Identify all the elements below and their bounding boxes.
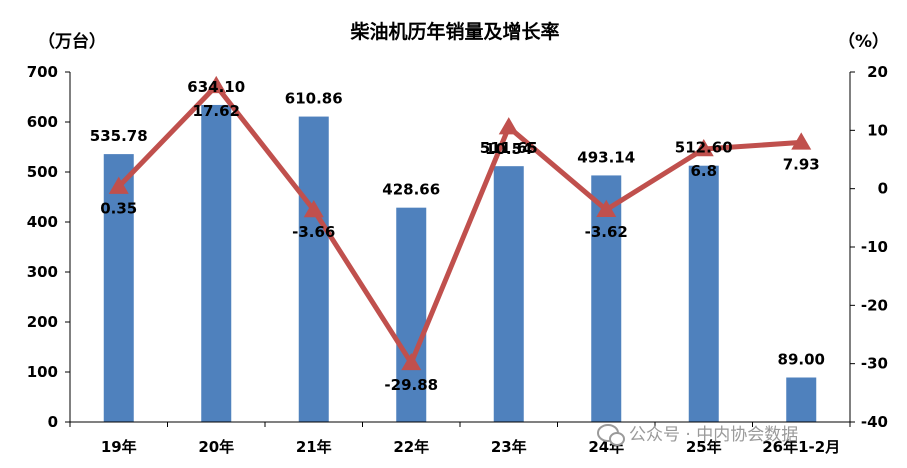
rate-value-label: 0.35 (100, 200, 137, 218)
growth-rate-series (108, 75, 812, 371)
bar (396, 207, 427, 422)
rate-value-label: 17.62 (193, 102, 240, 120)
watermark-text: 公众号 · 中内协会数据 (629, 425, 798, 445)
bar-value-label: 428.66 (382, 181, 440, 199)
left-axis-tick-label: 600 (27, 113, 58, 131)
bar (103, 154, 134, 423)
left-axis-tick-label: 400 (27, 213, 58, 231)
bar-series (103, 104, 817, 423)
bar-data-labels: 535.78 634.10 610.86 428.66 511.65 493.14 512.… (90, 78, 825, 369)
watermark: 公众号 · 中内协会数据 (597, 424, 798, 446)
right-axis-tick-label: 10 (867, 121, 888, 139)
growth-rate-marker (206, 75, 227, 94)
bar (786, 377, 817, 422)
growth-rate-marker (693, 139, 714, 157)
wechat-icon (597, 424, 625, 446)
rate-value-label: -29.88 (384, 376, 438, 394)
left-axis-tick-label: 700 (27, 63, 58, 81)
rate-value-label: 10.54 (485, 140, 532, 158)
growth-rate-marker (498, 117, 519, 135)
left-axis: 0 100 200 300 400 500 600 700 (27, 63, 71, 431)
bar-value-label: 493.14 (577, 148, 635, 166)
x-axis-tick-label: 25年 (686, 438, 722, 456)
bar-value-label: 511.65 (480, 139, 538, 157)
growth-rate-marker (401, 352, 422, 371)
bar-value-label: 89.00 (778, 351, 825, 369)
right-axis-tick-label: 20 (867, 63, 888, 81)
right-axis-tick-label: -10 (861, 238, 888, 256)
x-axis-tick-label: 26年1-2月 (762, 438, 840, 456)
bar (493, 166, 524, 422)
bar (201, 104, 232, 422)
left-axis-tick-label: 500 (27, 163, 58, 181)
bar-value-label: 535.78 (90, 127, 148, 145)
x-axis-tick-label: 19年 (101, 438, 137, 456)
x-axis-tick-label: 21年 (296, 438, 332, 456)
rate-value-label: 7.93 (783, 155, 820, 173)
growth-rate-line (116, 83, 802, 366)
left-axis-unit: （万台） (38, 31, 106, 52)
bar-value-label: 634.10 (187, 78, 245, 96)
x-axis-tick-label: 23年 (491, 438, 527, 456)
rate-value-label: -3.66 (292, 223, 335, 241)
growth-rate-marker (303, 200, 324, 218)
rate-data-labels: 0.35 17.62 -3.66 -29.88 10.54 -3.62 6.8 7.93 (100, 102, 820, 394)
growth-rate-marker (596, 199, 617, 217)
left-axis-tick-label: 100 (27, 363, 58, 381)
bar-value-label: 512.60 (675, 139, 733, 157)
growth-rate-marker (791, 132, 812, 150)
rate-value-label: -3.62 (585, 223, 628, 241)
x-axis-tick-label: 22年 (393, 438, 429, 456)
bar (688, 165, 719, 422)
left-axis-tick-label: 0 (48, 413, 58, 431)
chart-title: 柴油机历年销量及增长率 (349, 20, 559, 43)
growth-rate-marker (108, 176, 129, 194)
rate-value-label: 6.8 (690, 162, 717, 180)
right-axis-tick-label: -20 (861, 296, 888, 314)
right-axis-tick-label: -40 (861, 413, 888, 431)
right-axis-unit: （%） (838, 31, 889, 52)
left-axis-tick-label: 200 (27, 313, 58, 331)
left-axis-tick-label: 300 (27, 263, 58, 281)
right-axis: -40 -30 -20 -10 0 10 20 (849, 63, 888, 431)
right-axis-tick-label: 0 (878, 180, 888, 198)
right-axis-tick-label: -30 (861, 355, 888, 373)
bar-value-label: 610.86 (285, 90, 343, 108)
x-axis-tick-label: 20年 (198, 438, 234, 456)
bar (298, 116, 329, 422)
